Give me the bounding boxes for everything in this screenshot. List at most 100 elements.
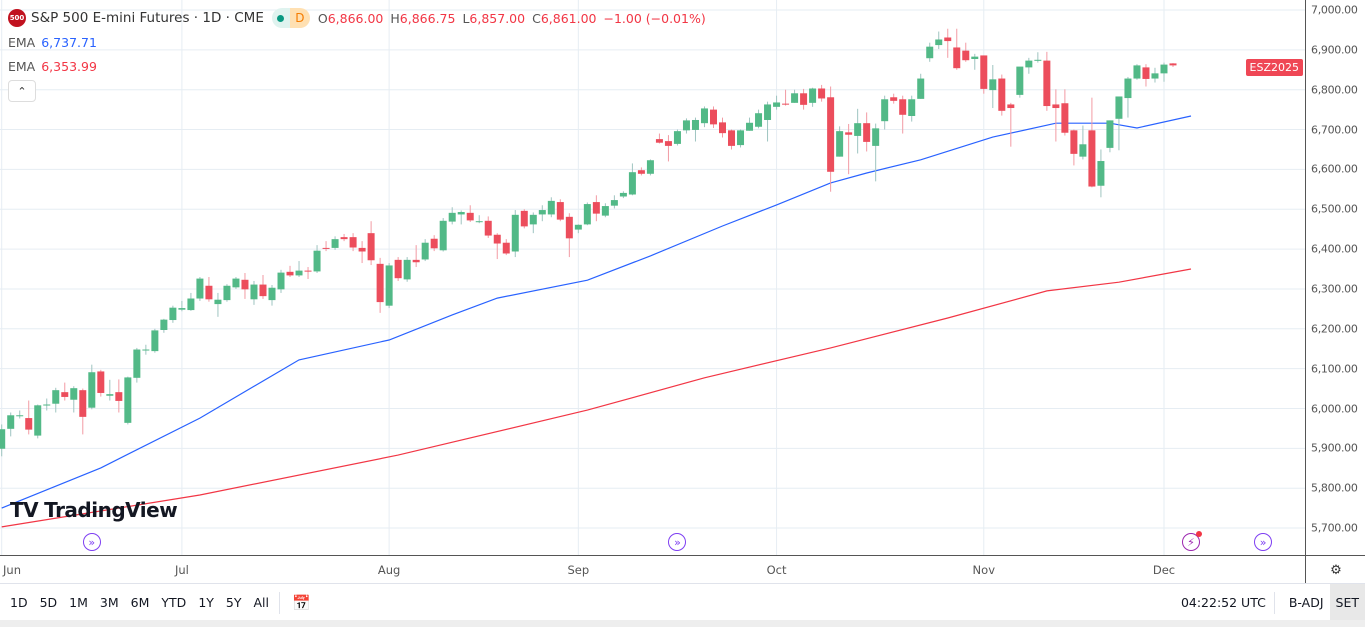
candle	[124, 376, 132, 425]
candle-body	[682, 120, 690, 131]
candle-body	[1052, 104, 1060, 109]
candle-body	[34, 405, 42, 436]
candle	[1088, 97, 1096, 188]
range-5y[interactable]: 5Y	[225, 595, 242, 610]
candle	[385, 263, 393, 309]
candle	[1142, 64, 1150, 87]
candle-body	[358, 247, 366, 252]
candle	[367, 221, 375, 266]
price-tick: 6,300.00	[1311, 282, 1358, 296]
symbol-title[interactable]: S&P 500 E-mini Futures · 1D · CME	[31, 10, 264, 26]
range-1m[interactable]: 1M	[69, 595, 88, 610]
candle	[241, 273, 249, 299]
price-axis[interactable]: 7,000.00 6,900.00 6,800.00 6,700.00 6,600.00…	[1305, 0, 1365, 555]
candle	[926, 42, 934, 62]
candle	[610, 195, 618, 209]
price-tick: 5,900.00	[1311, 441, 1358, 455]
price-tick: 7,000.00	[1311, 3, 1358, 17]
candle	[232, 276, 240, 289]
candle-body	[1007, 104, 1015, 109]
adjustment-button[interactable]: B-ADJ	[1288, 595, 1324, 610]
candle-body	[151, 330, 159, 352]
candle-body	[286, 271, 294, 276]
candle-body	[746, 122, 754, 131]
candle	[421, 239, 429, 262]
candle	[358, 241, 366, 264]
divider	[279, 591, 280, 614]
ema-fast-value: 6,737.71	[41, 34, 97, 50]
candle-body	[700, 108, 708, 124]
candle	[286, 265, 294, 277]
candle-body	[1169, 63, 1177, 66]
date-range-button[interactable]: 📅	[288, 594, 315, 612]
candle	[538, 205, 546, 222]
range-buttons: 1D 5D 1M 3M 6M YTD 1Y 5Y All	[0, 591, 271, 614]
candle	[16, 410, 24, 419]
price-tick: 6,600.00	[1311, 162, 1358, 176]
candle	[556, 199, 564, 222]
candle-body	[241, 279, 249, 290]
split-event-icon[interactable]: »	[82, 533, 101, 551]
split-event-icon[interactable]: »	[668, 533, 687, 551]
candle-body	[1043, 60, 1051, 107]
close-value: C6,861.00	[532, 10, 597, 26]
candle	[764, 101, 772, 142]
candle-body	[1088, 130, 1096, 187]
candle	[484, 216, 492, 238]
candle-body	[728, 130, 736, 146]
candle-body	[115, 392, 123, 401]
range-1y[interactable]: 1Y	[198, 595, 214, 610]
time-axis[interactable]: Jun Jul Aug Sep Oct Nov Dec	[0, 555, 1305, 584]
candle-body	[926, 46, 934, 59]
candle-body	[827, 97, 835, 172]
candle	[403, 257, 411, 282]
split-event-icon[interactable]: »	[1254, 533, 1273, 551]
candle-body	[1151, 73, 1159, 79]
candle-body	[953, 47, 961, 69]
candle	[70, 386, 78, 413]
range-1d[interactable]: 1D	[10, 595, 28, 610]
collapse-legend-button[interactable]: ⌃	[8, 80, 36, 102]
candle	[214, 292, 222, 317]
candle-body	[331, 239, 339, 248]
candle-body	[277, 272, 285, 290]
price-tick: 6,400.00	[1311, 242, 1358, 256]
session-button[interactable]: SET	[1329, 584, 1365, 621]
range-5d[interactable]: 5D	[39, 595, 58, 610]
candle-body	[881, 99, 889, 122]
range-6m[interactable]: 6M	[130, 595, 150, 610]
candle-body	[1124, 78, 1132, 99]
candle-body	[268, 287, 276, 301]
candle	[908, 95, 916, 122]
indicator-ema-slow[interactable]: EMA 6,353.99	[8, 58, 97, 74]
chart-settings-button[interactable]: ⚙	[1305, 555, 1365, 584]
candle-body	[493, 234, 501, 244]
candle	[1025, 57, 1033, 74]
candle	[628, 163, 636, 196]
candle-body	[511, 214, 519, 252]
candle-body	[592, 202, 600, 214]
indicator-ema-fast[interactable]: EMA 6,737.71	[8, 34, 97, 50]
range-all[interactable]: All	[253, 595, 270, 610]
market-status-badge[interactable]: D	[271, 8, 310, 28]
candle-body	[719, 122, 726, 134]
chart-legend: 500 S&P 500 E-mini Futures · 1D · CME D …	[8, 8, 713, 102]
candle	[574, 224, 582, 234]
time-tick: Jun	[3, 563, 21, 577]
dividend-event-icon[interactable]: ⚡	[1182, 531, 1203, 551]
range-3m[interactable]: 3M	[99, 595, 119, 610]
candle	[1115, 96, 1123, 151]
clock[interactable]: 04:22:52 UTC	[1180, 595, 1266, 610]
candle-body	[908, 99, 916, 117]
symbol-row: 500 S&P 500 E-mini Futures · 1D · CME D …	[8, 8, 713, 28]
candle-body	[673, 131, 681, 144]
price-chart[interactable]	[0, 0, 1305, 555]
candle-body	[133, 349, 141, 378]
range-ytd[interactable]: YTD	[161, 595, 187, 610]
tradingview-logo[interactable]: TV TradingView	[10, 498, 178, 522]
divider	[1273, 591, 1275, 614]
candle	[529, 212, 537, 234]
candle-body	[457, 212, 465, 215]
time-tick: Aug	[377, 563, 401, 577]
candle	[7, 412, 15, 437]
